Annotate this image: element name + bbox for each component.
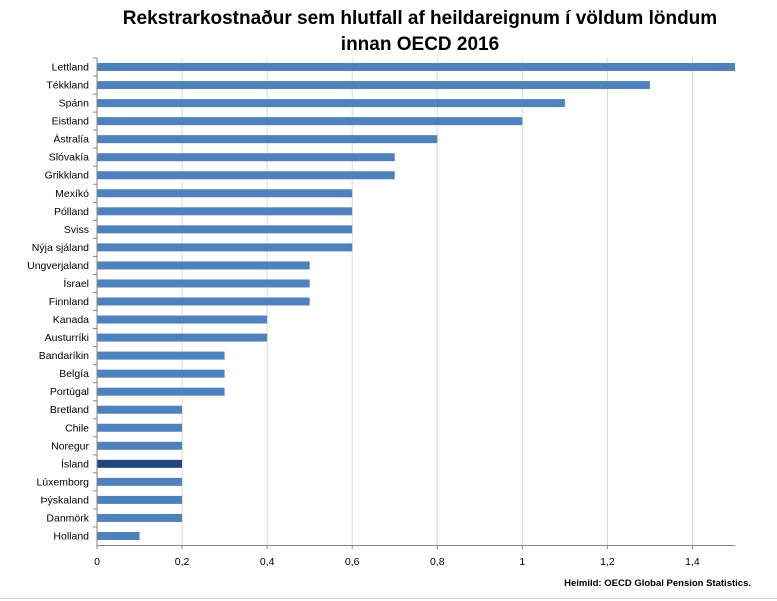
bar <box>97 207 353 216</box>
bar <box>97 495 183 504</box>
category-label: Chile <box>65 422 89 434</box>
bar-highlighted <box>97 459 183 468</box>
category-label: Slóvakía <box>49 152 89 164</box>
bottom-divider <box>0 598 777 599</box>
category-label: Belgía <box>59 368 89 380</box>
category-label: Grikkland <box>45 170 90 182</box>
bar <box>97 99 565 108</box>
bar <box>97 351 225 360</box>
bar <box>97 243 353 252</box>
bar <box>97 315 268 324</box>
category-label: Mexíkó <box>55 188 89 200</box>
bar <box>97 189 353 198</box>
x-tick-label: 0 <box>94 556 100 568</box>
category-label: Ástralía <box>53 133 89 146</box>
category-label: Austurríki <box>45 332 89 344</box>
category-label: Lettland <box>52 62 90 74</box>
bar <box>97 297 310 306</box>
category-labels: Lettland Tékkland Spánn Eistland Ástralía Sló… <box>27 62 90 543</box>
x-tick-labels: 0 0,2 0,4 0,6 0,8 1 1,2 1,4 <box>94 556 700 568</box>
category-label: Holland <box>53 530 89 542</box>
bar <box>97 531 140 540</box>
bar <box>97 333 268 342</box>
bar <box>97 117 523 126</box>
x-tick-label: 1,2 <box>600 556 615 568</box>
bar <box>97 225 353 234</box>
bar <box>97 135 438 144</box>
x-tick-label: 1 <box>519 556 525 568</box>
bar <box>97 153 395 162</box>
category-label: Ísland <box>61 457 89 470</box>
x-tick-label: 0,4 <box>260 556 275 568</box>
bar <box>97 423 183 432</box>
category-label: Noregur <box>51 440 89 452</box>
category-label: Ísrael <box>63 277 89 290</box>
category-label: Tékkland <box>46 80 89 92</box>
category-label: Eistland <box>52 116 90 128</box>
category-label: Spánn <box>59 98 90 110</box>
chart-title-line-1: Rekstrarkostnaður sem hlutfall af heilda… <box>122 8 718 29</box>
bar <box>97 171 395 180</box>
category-label: Portúgal <box>50 386 89 398</box>
category-label: Finnland <box>49 296 89 308</box>
bar <box>97 387 225 396</box>
bar <box>97 369 225 378</box>
x-tick-label: 1,4 <box>685 556 700 568</box>
bar <box>97 261 310 270</box>
category-label: Danmörk <box>46 512 89 524</box>
axes <box>93 57 735 549</box>
category-label: Sviss <box>64 224 89 236</box>
category-label: Kanada <box>53 314 89 326</box>
category-label: Nýja sjáland <box>32 242 89 254</box>
bar <box>97 81 650 90</box>
bar <box>97 477 183 486</box>
x-tick-label: 0,2 <box>175 556 190 568</box>
bar <box>97 405 183 414</box>
chart-title: Rekstrarkostnaður sem hlutfall af heilda… <box>0 6 777 58</box>
category-label: Bandaríkin <box>39 350 89 362</box>
category-label: Ungverjaland <box>27 260 89 272</box>
category-label: Þýskaland <box>41 494 90 506</box>
x-tick-label: 0,6 <box>345 556 360 568</box>
category-label: Pólland <box>54 206 89 218</box>
bar <box>97 441 183 450</box>
category-label: Lúxemborg <box>36 476 89 488</box>
category-label: Bretland <box>50 404 89 416</box>
bar <box>97 279 310 288</box>
bar <box>97 63 735 72</box>
bars <box>97 63 735 540</box>
bar <box>97 513 183 522</box>
chart-title-line-2: innan OECD 2016 <box>340 34 500 55</box>
x-tick-label: 0,8 <box>430 556 445 568</box>
source-note: Heimild: OECD Global Pension Statistics. <box>564 578 751 589</box>
